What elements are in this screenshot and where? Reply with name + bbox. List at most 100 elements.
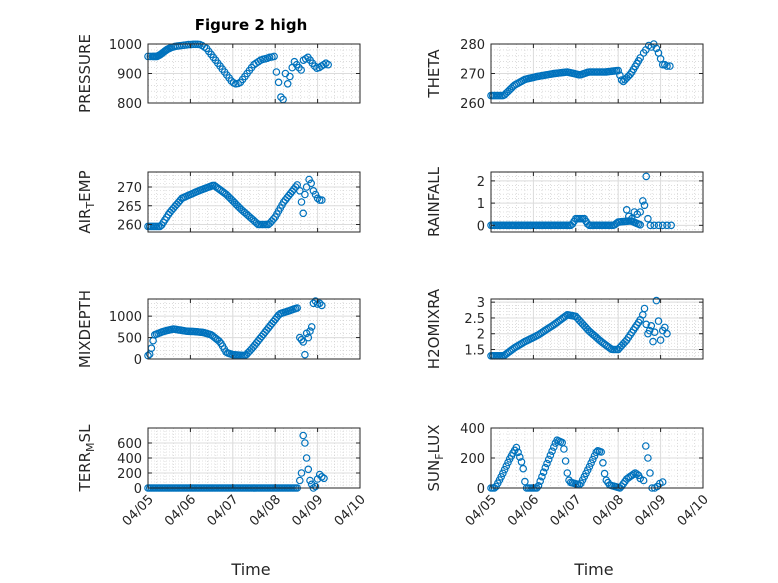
data-point: [317, 196, 326, 204]
data-point: [315, 196, 324, 204]
data-point: [636, 221, 645, 229]
data-point: [315, 299, 324, 308]
panel-rainfall: 0 1 2 RAINFALL: [425, 166, 704, 237]
panel-terr-msl: 04/05 04/06 04/07 04/08 04/09 04/10 0200400600…: [76, 424, 369, 529]
x-tick-label: 04/05: [463, 492, 500, 529]
data-point: [646, 221, 655, 230]
data-point: [313, 194, 322, 203]
data-point: [563, 469, 572, 477]
series-markers: [144, 40, 333, 104]
data-point: [307, 480, 316, 489]
data-point: [320, 474, 328, 483]
y-tick-label: 265: [117, 200, 142, 215]
data-point: [497, 472, 506, 481]
data-point: [306, 327, 314, 335]
data-point: [549, 443, 558, 451]
data-point: [663, 221, 671, 230]
y-tick-label: 2: [477, 328, 485, 343]
axes-box: [490, 171, 704, 233]
data-point: [299, 431, 308, 440]
series-markers: [487, 40, 674, 100]
series-markers: [487, 436, 667, 492]
y-tick-label: 1: [477, 197, 485, 212]
data-point: [654, 221, 663, 230]
data-point: [612, 219, 621, 228]
y-tick-label: 500: [117, 332, 142, 347]
data-point: [660, 323, 669, 332]
data-point: [277, 93, 285, 101]
x-tick-label: 04/05: [120, 492, 157, 529]
panel-sun-flux: 04/05 04/06 04/07 04/08 04/09 04/10 0 200 400 SUN…: [425, 422, 712, 529]
data-point: [286, 72, 294, 81]
data-point: [301, 190, 309, 199]
data-point: [654, 317, 663, 325]
y-tick-label: 280: [460, 38, 485, 53]
data-point: [295, 187, 304, 195]
panel-h2omixra: 1.522.53 H2OMIXRA: [425, 288, 704, 369]
y-tick-label: 800: [117, 97, 142, 112]
data-point: [293, 304, 302, 312]
data-point: [515, 453, 524, 461]
x-tick-label: 04/10: [332, 492, 369, 529]
axes-box: [147, 298, 361, 360]
data-point: [295, 476, 304, 485]
data-point: [307, 323, 316, 331]
y-tick-label: 200: [117, 467, 142, 482]
data-point: [663, 62, 671, 70]
x-tick-label: 04/06: [505, 492, 542, 529]
y-tick-label: 0: [477, 482, 485, 497]
data-point: [652, 296, 661, 305]
y-tick-label: 0: [134, 353, 142, 368]
data-point: [649, 337, 657, 346]
panel-air-temp: 260 265 270 AIRTEMP: [76, 170, 361, 234]
data-point: [658, 60, 667, 69]
data-point: [536, 477, 545, 486]
data-point: [641, 442, 650, 450]
x-tick-label: 04/08: [590, 492, 627, 529]
data-point: [304, 465, 313, 474]
data-point: [538, 472, 546, 481]
y-tick-label: 600: [117, 437, 142, 452]
data-point: [499, 469, 507, 478]
data-point: [543, 459, 551, 468]
data-point: [652, 44, 661, 53]
data-point: [645, 326, 654, 335]
data-point: [642, 172, 651, 181]
data-point: [544, 455, 553, 464]
data-point: [311, 482, 320, 491]
data-point: [642, 320, 651, 329]
data-point: [324, 60, 333, 69]
y-tick-label: 1000: [109, 38, 142, 53]
data-point: [306, 476, 314, 485]
series-markers: [487, 296, 671, 360]
data-point: [317, 301, 326, 310]
x-tick-label: 04/10: [675, 492, 712, 529]
y-tick-label: 0: [477, 219, 485, 234]
data-point: [307, 179, 316, 188]
x-axis-label-left: Time: [230, 560, 270, 579]
x-tick-label: 04/06: [162, 492, 199, 529]
y-tick-label: 1.5: [464, 344, 485, 359]
data-point: [500, 465, 509, 474]
data-point: [560, 445, 568, 453]
data-point: [302, 183, 311, 191]
data-point: [504, 458, 512, 467]
data-point: [269, 215, 278, 223]
data-point: [666, 62, 674, 70]
panel-theta: 260 270 280 THETA: [425, 38, 704, 112]
y-axis-label: MIXDEPTH: [76, 290, 94, 368]
data-point: [295, 63, 303, 72]
data-point: [646, 469, 654, 477]
data-point: [299, 209, 308, 218]
data-point: [297, 198, 306, 206]
data-point: [315, 470, 324, 479]
x-axis-label-right: Time: [573, 560, 613, 579]
axes-box: [147, 171, 361, 233]
data-point: [583, 220, 592, 228]
y-axis-label: SUNFLUX: [425, 425, 446, 492]
data-point: [283, 80, 292, 88]
y-axis-label: RAINFALL: [425, 166, 443, 237]
data-point: [291, 183, 300, 191]
panel-mixdepth: 0 500 1000 MIXDEPTH: [76, 290, 361, 368]
